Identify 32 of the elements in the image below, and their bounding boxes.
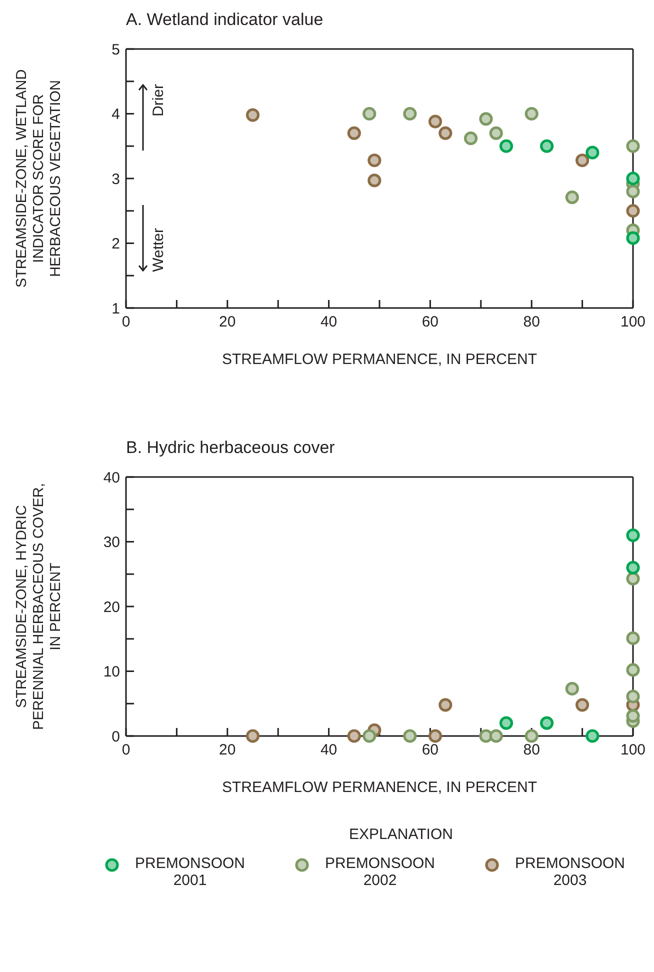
x-tick-label: 20 <box>219 314 236 331</box>
x-axis-title: STREAMFLOW PERMANENCE, IN PERCENT <box>222 779 538 796</box>
x-tick-label: 80 <box>523 314 540 331</box>
y-tick-label: 4 <box>112 106 120 124</box>
legend-label: PREMONSOON 2003 <box>514 855 626 889</box>
x-tick-label: 100 <box>620 742 646 759</box>
x-tick-label: 60 <box>422 742 439 759</box>
y-tick-label: 30 <box>103 534 120 552</box>
x-tick-label: 100 <box>620 314 646 331</box>
y-tick-label: 0 <box>112 728 120 746</box>
x-tick-label: 40 <box>320 742 338 759</box>
y-tick-label: 20 <box>103 598 120 616</box>
y-axis-title: STREAMSIDE-ZONE, HYDRIC PERENNIAL HERBACEOUS COVER, IN PERCENT <box>14 483 64 730</box>
y-axis-title: STREAMSIDE-ZONE, WETLAND INDICATOR SCORE FOR HERBACEOUS VEGETATION <box>14 69 64 288</box>
y-tick-label: 40 <box>103 469 120 486</box>
x-tick-label: 40 <box>320 314 338 331</box>
annotation: Wetter <box>150 228 167 272</box>
x-axis-title: STREAMFLOW PERMANENCE, IN PERCENT <box>222 351 538 368</box>
y-tick-label: 5 <box>112 41 120 58</box>
chart-title: B. Hydric herbaceous cover <box>126 438 336 458</box>
legend-label: PREMONSOON 2002 <box>324 855 436 889</box>
legend-label: PREMONSOON 2001 <box>134 855 246 889</box>
annotation: Drier <box>150 84 167 117</box>
chart-title: A. Wetland indicator value <box>126 10 324 30</box>
x-tick-label: 80 <box>523 742 540 759</box>
x-tick-label: 20 <box>219 742 236 759</box>
y-tick-label: 3 <box>112 170 120 188</box>
legend-title: EXPLANATION <box>348 826 454 843</box>
y-tick-label: 10 <box>103 664 120 681</box>
x-tick-label: 60 <box>422 314 439 331</box>
y-tick-label: 1 <box>112 300 120 318</box>
y-tick-label: 2 <box>112 236 120 253</box>
